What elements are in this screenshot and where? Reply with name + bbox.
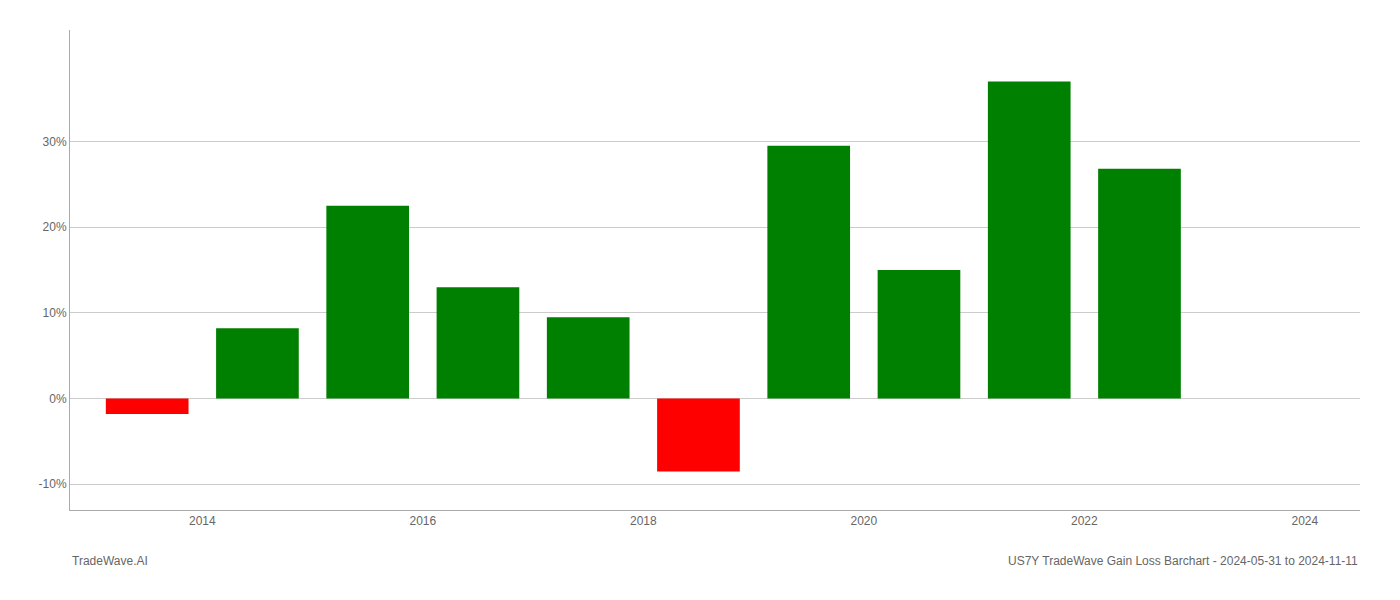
svg-text:2014: 2014 — [189, 514, 216, 528]
svg-text:2018: 2018 — [630, 514, 657, 528]
svg-text:-10%: -10% — [39, 477, 67, 491]
svg-text:TradeWave.AI: TradeWave.AI — [72, 554, 148, 568]
svg-text:2016: 2016 — [409, 514, 436, 528]
svg-text:20%: 20% — [43, 220, 67, 234]
svg-text:2022: 2022 — [1071, 514, 1098, 528]
svg-text:10%: 10% — [43, 306, 67, 320]
svg-text:US7Y TradeWave Gain Loss Barch: US7Y TradeWave Gain Loss Barchart - 2024… — [1008, 554, 1358, 568]
svg-text:2020: 2020 — [850, 514, 877, 528]
svg-text:0%: 0% — [49, 392, 67, 406]
svg-text:30%: 30% — [43, 135, 67, 149]
svg-text:2024: 2024 — [1292, 514, 1319, 528]
